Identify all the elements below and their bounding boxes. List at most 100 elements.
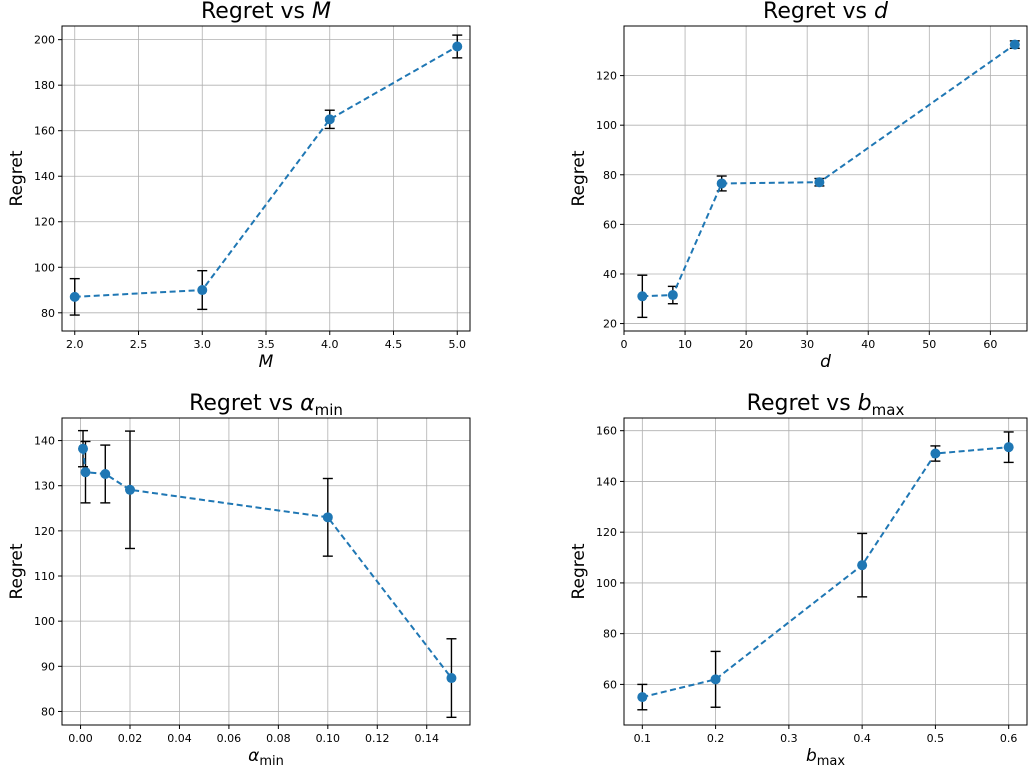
x-tick-label: 0.14	[414, 732, 439, 745]
y-tick-label: 140	[34, 435, 55, 448]
data-point	[930, 448, 941, 459]
chart-title: Regret vs M	[201, 0, 331, 24]
y-tick-label: 40	[603, 268, 617, 281]
y-tick-label: 80	[603, 169, 617, 182]
grid	[624, 418, 1027, 725]
y-tick-label: 180	[34, 79, 55, 92]
y-tick-label: 140	[34, 170, 55, 183]
x-tick-label: 60	[983, 338, 997, 351]
y-tick-label: 60	[603, 218, 617, 231]
y-tick-label: 90	[41, 660, 55, 673]
x-tick-label: 0.10	[316, 732, 341, 745]
y-tick-label: 100	[34, 261, 55, 274]
chart-title-variable: d	[874, 0, 889, 24]
y-tick-label: 140	[596, 475, 617, 488]
data-point	[80, 467, 91, 478]
series-line	[642, 446, 1009, 699]
chart-title-subscript: min	[315, 401, 343, 419]
x-tick-label: 0.1	[634, 732, 652, 745]
x-tick-label: 3.5	[257, 338, 275, 351]
data-point	[814, 177, 825, 188]
data-point	[125, 484, 135, 495]
grid	[623, 26, 1027, 331]
y-tick-label: 200	[34, 34, 55, 47]
chart-title-variable: M	[312, 0, 331, 24]
x-axis-label: d	[820, 352, 831, 372]
series-line	[642, 43, 1016, 298]
y-axis-label: Regret	[7, 150, 27, 206]
x-tick-label: 40	[861, 338, 875, 351]
x-tick-label: 0.06	[217, 732, 242, 745]
series-1	[78, 429, 457, 719]
x-axis-label-subscript: min	[259, 754, 284, 769]
x-tick-label: 0.3	[780, 732, 798, 745]
series-line	[74, 45, 458, 298]
x-axis-label-variable: d	[820, 352, 831, 372]
y-tick-label: 130	[34, 480, 55, 493]
x-tick-label: 0.4	[853, 732, 871, 745]
y-axis-label: Regret	[7, 543, 27, 599]
chart-title-text: Regret vs	[763, 0, 874, 24]
data-point	[324, 114, 335, 125]
y-tick-label: 60	[603, 678, 617, 691]
chart-title-variable: b	[858, 391, 872, 416]
x-tick-label: 2.0	[66, 338, 84, 351]
y-axis-label: Regret	[569, 150, 589, 206]
x-tick-label: 20	[739, 338, 753, 351]
data-point	[446, 673, 457, 684]
y-tick-label: 160	[596, 425, 617, 438]
series-1	[637, 431, 1014, 711]
y-tick-label: 110	[34, 570, 55, 583]
x-tick-label: 30	[800, 338, 814, 351]
x-tick-label: 3.0	[194, 338, 212, 351]
data-point	[197, 285, 208, 296]
axes-frame	[61, 417, 471, 726]
x-axis-label: αmin	[248, 746, 284, 769]
x-axis-label-variable: b	[806, 746, 817, 766]
x-tick-label: 0.12	[365, 732, 390, 745]
x-tick-label: 4.0	[321, 338, 339, 351]
data-point	[78, 443, 89, 454]
series-line	[82, 448, 453, 679]
data-point	[716, 178, 727, 189]
chart-title-subscript: max	[872, 401, 905, 419]
x-tick-label: 0.02	[118, 732, 143, 745]
chart-title-variable: α	[300, 391, 315, 416]
data-point	[100, 468, 111, 479]
chart-panel-4: 0.1 0.2 0.3 0.4 0.5 0.6 60 80 100 120 140 160 Regret…	[569, 391, 1028, 769]
grid	[62, 26, 470, 331]
data-point	[69, 291, 80, 302]
x-tick-label: 10	[678, 338, 692, 351]
chart-title-text: Regret vs	[201, 0, 312, 24]
data-point	[857, 560, 868, 571]
axes-frame	[623, 25, 1028, 332]
y-tick-label: 120	[596, 70, 617, 83]
series-1	[637, 39, 1020, 319]
data-point	[1009, 39, 1020, 50]
axes-frame	[623, 417, 1028, 726]
y-tick-label: 20	[603, 318, 617, 331]
series-1	[69, 34, 463, 316]
y-tick-label: 80	[41, 705, 55, 718]
chart-title: Regret vs d	[763, 0, 889, 24]
data-point	[637, 692, 648, 703]
chart-title: Regret vs bmax	[747, 391, 905, 419]
x-axis-label: M	[259, 352, 274, 372]
x-axis-label-subscript: max	[817, 754, 846, 769]
chart-title-text: Regret vs	[747, 391, 858, 416]
data-point	[710, 674, 721, 685]
y-tick-label: 100	[596, 577, 617, 590]
x-tick-label: 0.6	[1000, 732, 1018, 745]
y-tick-label: 160	[34, 125, 55, 138]
y-tick-label: 120	[34, 216, 55, 229]
chart-panel-3: 0.00 0.02 0.04 0.06 0.08 0.10 0.12 0.14 80 90 100 1…	[7, 391, 471, 769]
x-axis-label-variable: α	[248, 746, 259, 766]
grid	[62, 418, 470, 725]
y-tick-label: 100	[34, 615, 55, 628]
y-tick-label: 100	[596, 119, 617, 132]
y-tick-label: 80	[603, 628, 617, 641]
x-axis-label-variable: M	[259, 352, 274, 372]
chart-panel-1: 2.0 2.5 3.0 3.5 4.0 4.5 5.0 80 100 120 140 160 180 20…	[7, 0, 471, 372]
